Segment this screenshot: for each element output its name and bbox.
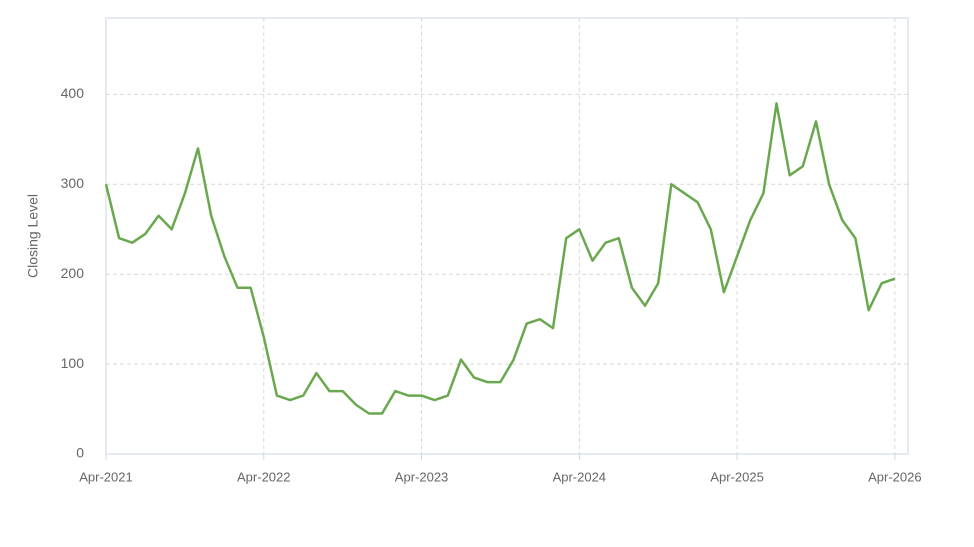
x-tick-label: Apr-2025: [710, 469, 763, 484]
x-tick-label: Apr-2024: [553, 469, 606, 484]
y-tick-label: 200: [61, 265, 85, 281]
y-tick-label: 400: [61, 85, 85, 101]
x-tick-label: Apr-2026: [868, 469, 921, 484]
x-tick-label: Apr-2022: [237, 469, 290, 484]
data-line: [104, 102, 896, 415]
x-tick-label: Apr-2023: [395, 469, 448, 484]
y-axis-label: Closing Level: [25, 194, 41, 278]
y-tick-label: 100: [61, 355, 85, 371]
x-tick-label: Apr-2021: [79, 469, 132, 484]
y-tick-label: 0: [76, 445, 84, 461]
y-tick-label: 300: [61, 175, 85, 191]
plot-border: [105, 17, 909, 455]
